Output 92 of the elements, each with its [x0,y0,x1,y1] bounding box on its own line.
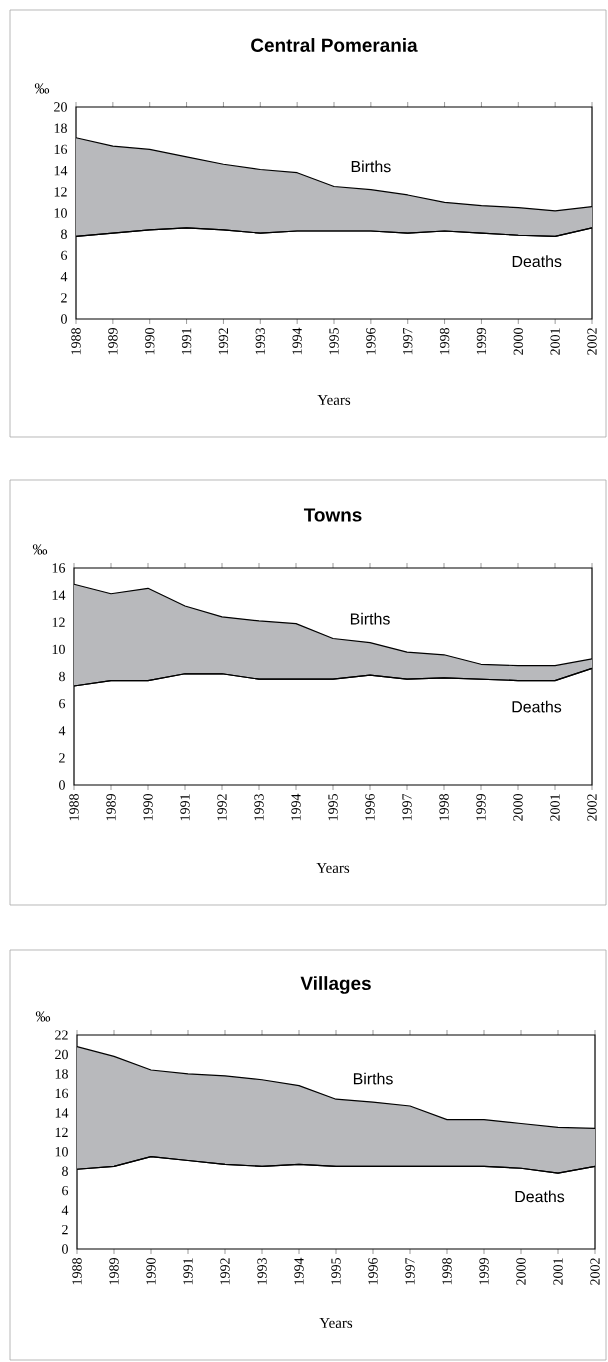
x-tick-label: 1997 [403,327,413,355]
x-tick-label: 2000 [516,1258,526,1285]
x-tick-label: 2002 [587,794,597,821]
y-axis-title: ‰ [34,83,50,94]
series-label: Deaths [512,255,562,268]
y-tick-label: 16 [54,144,68,155]
series-label: Births [351,160,391,173]
x-tick-label: 1998 [439,328,450,355]
x-tick-label: 2002 [587,328,597,355]
x-tick-label: 1997 [405,1257,415,1285]
y-tick-label: 8 [62,1166,68,1176]
x-tick-label: 1988 [72,1258,82,1285]
series-label: Births [350,612,390,625]
x-axis-title: Years [317,395,351,405]
x-tick-label: 2000 [513,328,523,355]
y-tick-label: 2 [59,753,65,763]
x-tick-label: 1993 [257,1258,267,1285]
chart-title: Towns [303,508,362,522]
x-tick-label: 1998 [439,794,449,821]
x-tick-label: 1991 [181,328,192,355]
x-tick-label: 1993 [255,328,265,355]
x-tick-label: 2001 [550,794,560,821]
x-tick-label: 2001 [550,328,560,355]
x-tick-label: 2001 [553,1258,563,1285]
y-tick-label: 12 [52,617,65,627]
x-tick-label: 1994 [291,793,301,821]
x-tick-label: 1994 [292,327,302,355]
y-tick-label: 0 [59,780,65,790]
x-tick-label: 1995 [328,794,338,821]
x-tick-label: 1992 [217,794,227,821]
y-tick-label: 4 [58,726,66,736]
y-tick-label: 4 [60,271,68,282]
y-tick-label: 6 [61,250,68,261]
x-axis-title: Years [319,1318,353,1328]
x-tick-label: 1992 [220,1258,230,1285]
x-tick-label: 1994 [294,1257,304,1285]
y-axis-title: ‰ [35,1011,51,1022]
y-tick-label: 12 [54,187,67,197]
x-tick-label: 1995 [331,1258,341,1285]
y-tick-label: 12 [55,1127,68,1137]
y-tick-label: 0 [61,314,67,324]
y-tick-label: 14 [54,165,68,176]
y-tick-label: 18 [55,1069,68,1079]
x-tick-label: 1999 [479,1258,489,1285]
y-tick-label: 4 [61,1205,69,1215]
x-tick-label: 2000 [513,794,523,821]
x-tick-label: 1998 [442,1258,452,1285]
series-label: Deaths [515,1190,565,1203]
x-tick-label: 1989 [109,1258,119,1285]
y-tick-label: 0 [62,1244,68,1254]
x-tick-label: 1990 [145,328,155,355]
x-tick-label: 1996 [366,327,376,355]
x-axis-title: Years [316,863,350,873]
x-tick-label: 1993 [254,794,264,821]
y-tick-label: 16 [52,563,66,573]
y-tick-label: 10 [52,644,65,655]
y-tick-label: 2 [62,1224,68,1235]
y-tick-label: 20 [54,102,67,112]
y-tick-label: 20 [55,1049,68,1060]
x-tick-label: 1988 [69,794,79,821]
x-tick-label: 1990 [143,794,153,821]
x-tick-label: 1991 [180,794,190,821]
y-tick-label: 10 [55,1147,68,1157]
y-axis-title: ‰ [32,544,48,555]
y-tick-label: 8 [61,229,67,239]
x-tick-label: 1989 [108,328,118,355]
x-tick-label: 1989 [106,794,116,821]
x-tick-label: 1997 [402,793,412,821]
y-tick-label: 2 [61,293,67,303]
y-tick-label: 22 [55,1030,68,1040]
x-tick-label: 1996 [368,1257,378,1285]
y-tick-label: 6 [59,698,66,709]
chart-title: Villages [300,976,371,994]
x-tick-label: 1991 [183,1258,193,1285]
y-tick-label: 14 [55,1108,69,1118]
series-label: Deaths [512,700,562,713]
x-tick-label: 1996 [365,793,375,821]
y-tick-label: 8 [59,671,65,682]
y-tick-label: 16 [55,1088,69,1099]
y-tick-label: 6 [62,1185,69,1196]
y-tick-label: 18 [54,123,67,133]
x-tick-label: 2002 [590,1258,600,1285]
x-tick-label: 1999 [476,794,486,821]
x-tick-label: 1990 [146,1258,156,1285]
x-tick-label: 1988 [71,328,81,355]
x-tick-label: 1992 [218,328,229,355]
series-label: Births [353,1072,393,1085]
chart-title: Central Pomerania [251,38,418,52]
x-tick-label: 1999 [476,328,487,355]
y-tick-label: 10 [54,208,67,218]
y-tick-label: 14 [52,590,66,600]
x-tick-label: 1995 [329,328,339,355]
